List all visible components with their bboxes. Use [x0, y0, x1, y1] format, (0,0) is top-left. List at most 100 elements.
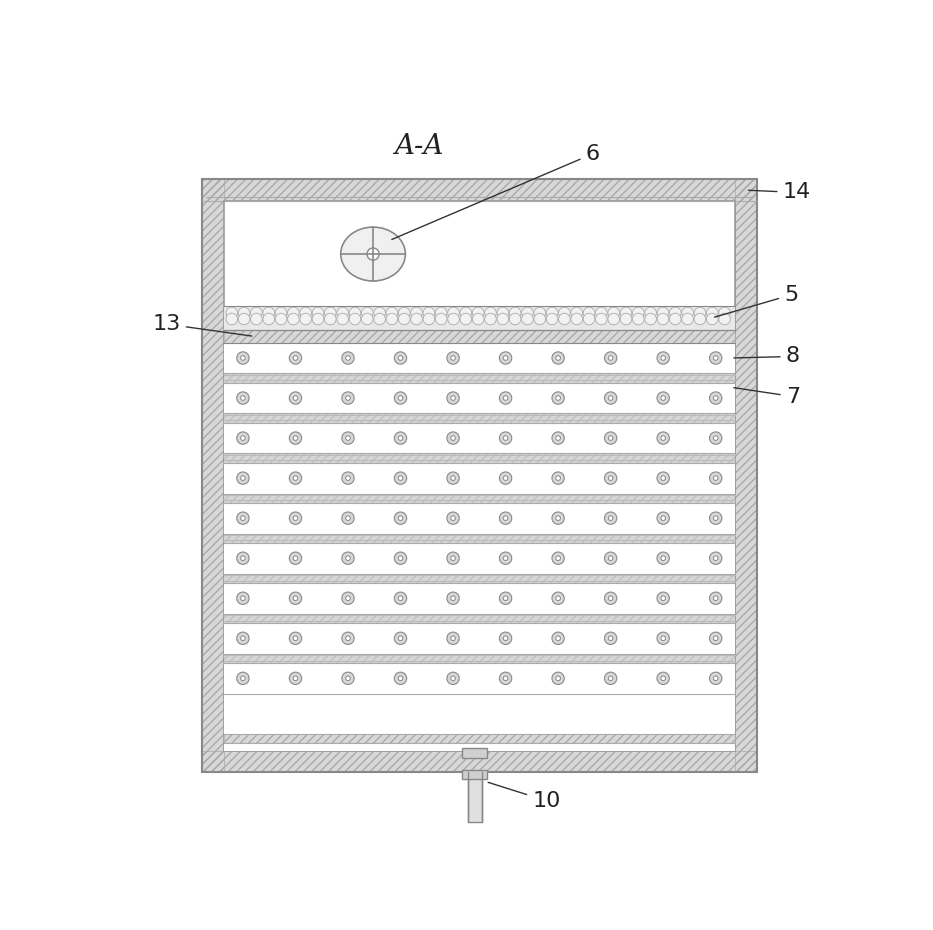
Circle shape	[620, 307, 632, 319]
Circle shape	[436, 307, 447, 319]
Circle shape	[346, 355, 350, 360]
Circle shape	[657, 632, 669, 644]
Circle shape	[710, 592, 722, 604]
Circle shape	[499, 552, 511, 565]
Circle shape	[605, 672, 617, 684]
Circle shape	[237, 472, 249, 485]
Circle shape	[411, 313, 423, 325]
Circle shape	[547, 307, 558, 319]
Circle shape	[556, 436, 561, 441]
Circle shape	[447, 472, 459, 485]
Circle shape	[499, 672, 511, 684]
Circle shape	[447, 392, 459, 405]
Bar	[224, 454, 735, 463]
Bar	[224, 583, 735, 614]
Circle shape	[289, 672, 301, 684]
Circle shape	[341, 432, 355, 445]
Circle shape	[398, 596, 403, 601]
Circle shape	[237, 552, 249, 565]
Circle shape	[714, 355, 718, 360]
Circle shape	[499, 432, 511, 445]
Bar	[202, 179, 757, 772]
Bar	[224, 414, 735, 422]
Circle shape	[714, 476, 718, 481]
Circle shape	[608, 355, 613, 360]
Circle shape	[411, 307, 423, 319]
Circle shape	[605, 632, 617, 644]
Bar	[224, 654, 735, 663]
Bar	[224, 743, 735, 751]
Bar	[224, 382, 735, 414]
Circle shape	[346, 636, 350, 641]
Circle shape	[657, 472, 669, 485]
Circle shape	[447, 512, 459, 525]
Circle shape	[346, 516, 350, 521]
Circle shape	[552, 392, 564, 405]
Circle shape	[608, 436, 613, 441]
Circle shape	[398, 313, 410, 325]
Circle shape	[571, 313, 582, 325]
Circle shape	[556, 676, 561, 681]
Circle shape	[682, 307, 693, 319]
Circle shape	[552, 552, 564, 565]
Circle shape	[251, 307, 262, 319]
Circle shape	[552, 512, 564, 525]
Circle shape	[436, 313, 447, 325]
Circle shape	[341, 392, 355, 405]
Circle shape	[472, 313, 484, 325]
Circle shape	[633, 307, 644, 319]
Circle shape	[706, 307, 718, 319]
Circle shape	[325, 313, 336, 325]
Circle shape	[341, 632, 355, 644]
Circle shape	[395, 432, 407, 445]
Circle shape	[341, 552, 355, 565]
Circle shape	[547, 313, 558, 325]
Circle shape	[556, 636, 561, 641]
Circle shape	[657, 512, 669, 525]
Circle shape	[398, 556, 403, 561]
Circle shape	[423, 307, 435, 319]
Circle shape	[237, 432, 249, 445]
Circle shape	[485, 307, 496, 319]
Circle shape	[398, 355, 403, 360]
Bar	[224, 574, 735, 583]
Circle shape	[661, 436, 665, 441]
Circle shape	[241, 476, 245, 481]
Circle shape	[503, 436, 508, 441]
Circle shape	[714, 516, 718, 521]
Circle shape	[556, 516, 561, 521]
Circle shape	[497, 313, 508, 325]
Circle shape	[374, 313, 385, 325]
Bar	[202, 179, 757, 201]
Circle shape	[313, 313, 324, 325]
Circle shape	[657, 432, 669, 445]
Circle shape	[608, 313, 620, 325]
Circle shape	[289, 432, 301, 445]
Bar	[224, 614, 735, 623]
Circle shape	[395, 632, 407, 644]
Circle shape	[299, 313, 312, 325]
Circle shape	[447, 592, 459, 604]
Circle shape	[251, 313, 262, 325]
Circle shape	[386, 307, 397, 319]
Bar	[224, 534, 735, 543]
Circle shape	[714, 636, 718, 641]
Circle shape	[447, 552, 459, 565]
Circle shape	[395, 472, 407, 485]
Circle shape	[349, 307, 361, 319]
Circle shape	[499, 592, 511, 604]
Circle shape	[447, 432, 459, 445]
Ellipse shape	[367, 248, 379, 260]
Circle shape	[293, 676, 298, 681]
Circle shape	[448, 307, 459, 319]
Text: 7: 7	[734, 387, 800, 406]
Circle shape	[534, 307, 546, 319]
Circle shape	[605, 512, 617, 525]
Circle shape	[287, 313, 299, 325]
Circle shape	[398, 476, 403, 481]
Circle shape	[398, 396, 403, 400]
Circle shape	[341, 472, 355, 485]
Circle shape	[289, 352, 301, 365]
Circle shape	[661, 596, 665, 601]
Circle shape	[398, 516, 403, 521]
